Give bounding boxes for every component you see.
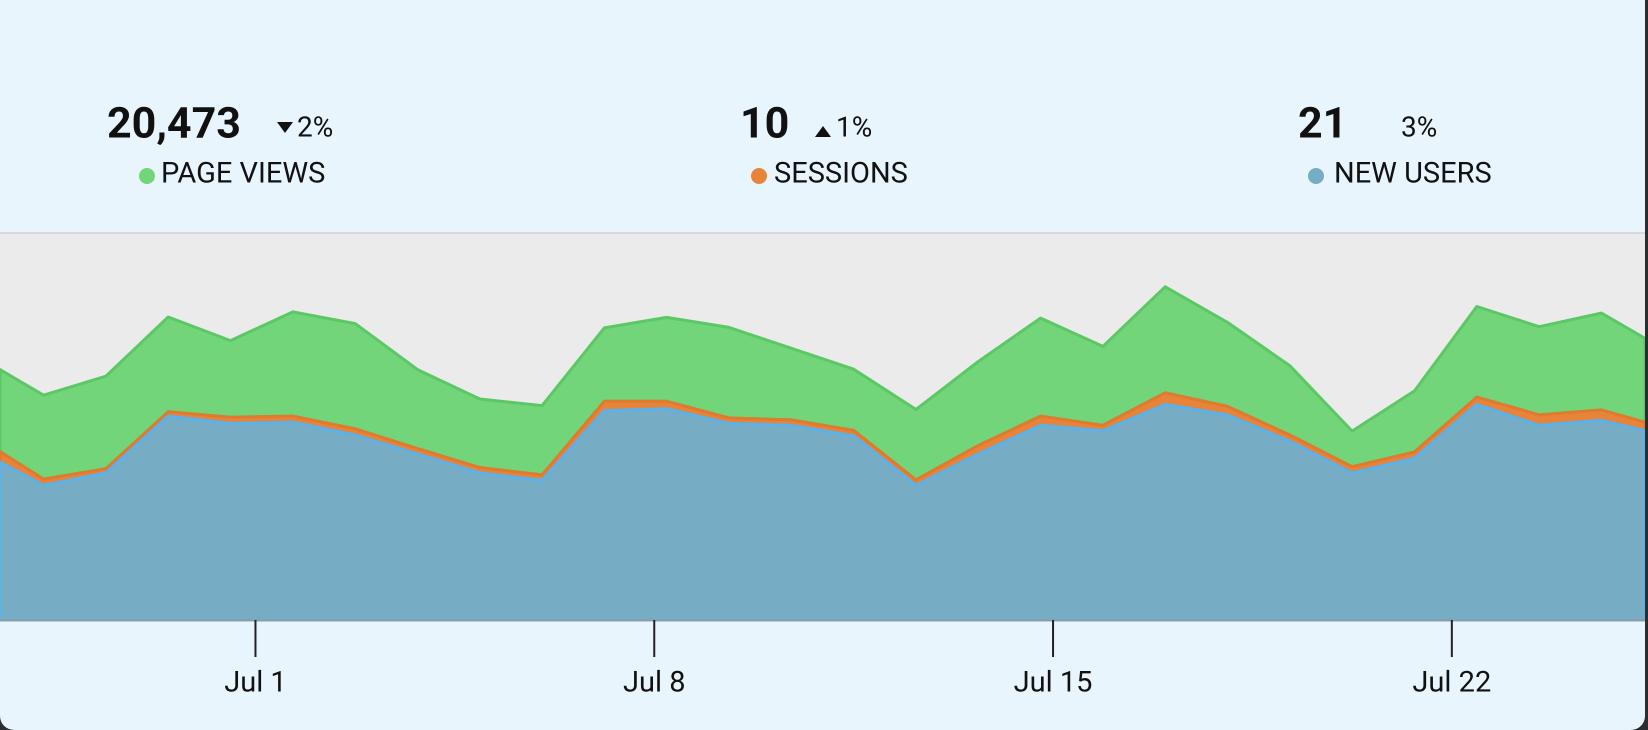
stat-value: 20,473 — [107, 98, 241, 148]
x-tick-label: Jul 15 — [1014, 666, 1093, 700]
legend-dot — [139, 168, 155, 184]
areas — [0, 285, 1645, 622]
stat-change: 1% — [836, 110, 872, 143]
stat-change: 2% — [297, 110, 333, 143]
arrow-down — [277, 122, 293, 133]
legend-label: NEW USERS — [1334, 157, 1492, 191]
legend-label: SESSIONS — [774, 157, 908, 191]
legend-label: PAGE VIEWS — [161, 157, 325, 191]
stat-value: 10 — [740, 98, 789, 148]
x-tick-label: Jul 8 — [623, 666, 686, 700]
stat-change: 3% — [1401, 110, 1437, 143]
arrow-up — [815, 126, 831, 137]
legend-dot — [1308, 168, 1324, 184]
stat-value: 21 — [1298, 98, 1347, 148]
legend-dot — [751, 168, 767, 184]
x-tick-label: Jul 22 — [1412, 666, 1491, 700]
x-tick-label: Jul 1 — [224, 666, 287, 700]
